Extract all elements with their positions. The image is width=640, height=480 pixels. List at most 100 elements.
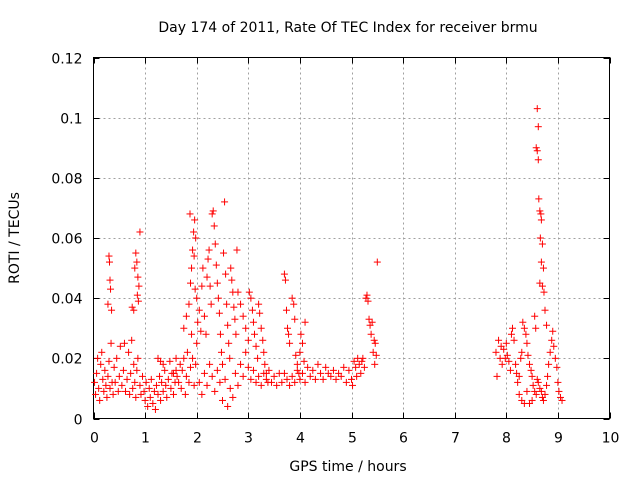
data-point <box>189 246 197 254</box>
data-point <box>197 327 205 335</box>
data-point <box>270 372 278 380</box>
x-tick-label: 8 <box>502 431 511 447</box>
data-point <box>231 315 239 323</box>
data-point <box>522 330 530 338</box>
data-point <box>534 156 542 164</box>
x-tick-label: 4 <box>296 431 305 447</box>
data-point <box>510 336 518 344</box>
data-point <box>360 363 368 371</box>
data-point <box>173 372 181 380</box>
data-point <box>298 339 306 347</box>
data-point <box>190 252 198 260</box>
y-tick-label: 0.02 <box>51 352 82 368</box>
data-point <box>537 210 545 218</box>
data-point <box>109 390 117 398</box>
data-point <box>211 387 219 395</box>
data-point <box>134 273 142 281</box>
data-point <box>533 105 541 113</box>
data-point <box>221 375 229 383</box>
data-point <box>145 384 153 392</box>
data-point <box>515 372 523 380</box>
data-point <box>309 366 317 374</box>
data-point <box>133 258 141 266</box>
data-point <box>133 366 141 374</box>
data-point <box>237 360 245 368</box>
data-point <box>539 264 547 272</box>
data-point <box>216 378 224 386</box>
data-point <box>130 360 138 368</box>
data-point <box>495 336 503 344</box>
data-point <box>527 366 535 374</box>
data-point <box>107 285 115 293</box>
data-point <box>97 360 105 368</box>
data-point <box>368 318 376 326</box>
x-tick-label: 0 <box>90 431 99 447</box>
data-point <box>363 291 371 299</box>
data-point <box>239 312 247 320</box>
data-point <box>221 198 229 206</box>
data-point <box>319 375 327 383</box>
data-point <box>113 354 121 362</box>
data-point <box>230 303 238 311</box>
data-point <box>111 378 119 386</box>
data-point <box>245 288 253 296</box>
data-point <box>183 348 191 356</box>
data-point <box>306 372 314 380</box>
data-point <box>187 363 195 371</box>
data-point <box>232 330 240 338</box>
data-point <box>159 360 167 368</box>
data-point <box>250 330 258 338</box>
data-point <box>503 351 511 359</box>
data-point <box>92 390 100 398</box>
data-point <box>278 378 286 386</box>
data-point <box>520 324 528 332</box>
data-point <box>247 375 255 383</box>
x-axis-label: GPS time / hours <box>289 459 406 475</box>
data-point <box>255 300 263 308</box>
data-point <box>193 294 201 302</box>
data-point <box>231 369 239 377</box>
data-point <box>512 360 520 368</box>
data-point <box>301 318 309 326</box>
data-point <box>345 366 353 374</box>
data-point <box>268 378 276 386</box>
grid-lines <box>93 57 610 419</box>
data-point <box>492 348 500 356</box>
data-point <box>537 216 545 224</box>
data-point <box>546 348 554 356</box>
data-point <box>142 378 150 386</box>
data-point <box>189 354 197 362</box>
data-point <box>535 195 543 203</box>
data-point <box>553 363 561 371</box>
data-point <box>151 405 159 413</box>
data-point <box>233 246 241 254</box>
data-point <box>301 378 309 386</box>
data-point <box>134 354 142 362</box>
data-point <box>182 312 190 320</box>
data-point <box>353 372 361 380</box>
data-point <box>350 357 358 365</box>
data-point <box>172 366 180 374</box>
data-point <box>293 360 301 368</box>
data-point <box>203 381 211 389</box>
data-point <box>550 342 558 350</box>
data-point <box>237 300 245 308</box>
y-tick-label: 0.1 <box>60 112 82 128</box>
data-point <box>195 306 203 314</box>
data-point <box>110 363 118 371</box>
data-point <box>187 279 195 287</box>
data-point <box>99 375 107 383</box>
data-point <box>98 348 106 356</box>
data-point <box>208 210 216 218</box>
x-tick-label: 1 <box>141 431 150 447</box>
data-point <box>96 396 104 404</box>
data-point <box>159 387 167 395</box>
data-point <box>532 324 540 332</box>
data-point <box>340 363 348 371</box>
data-point <box>288 294 296 302</box>
data-point <box>95 384 103 392</box>
data-point <box>177 384 185 392</box>
data-point <box>281 276 289 284</box>
data-point <box>137 390 145 398</box>
